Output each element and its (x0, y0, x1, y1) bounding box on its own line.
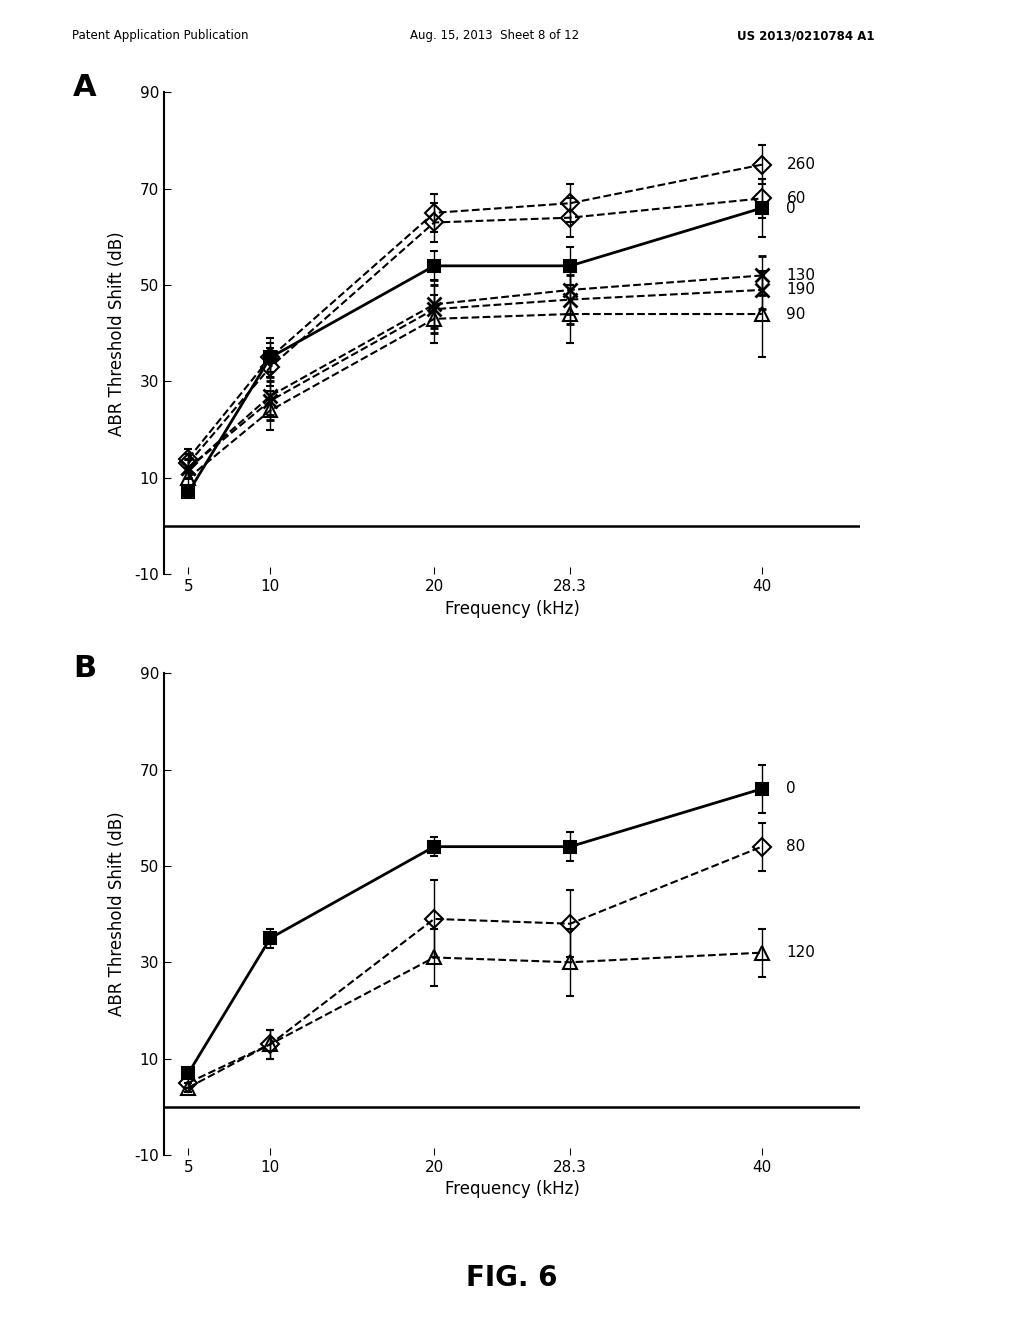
Text: US 2013/0210784 A1: US 2013/0210784 A1 (737, 29, 874, 42)
X-axis label: Frequency (kHz): Frequency (kHz) (444, 1180, 580, 1199)
Text: A: A (74, 73, 97, 102)
X-axis label: Frequency (kHz): Frequency (kHz) (444, 599, 580, 618)
Text: 260: 260 (786, 157, 815, 172)
Y-axis label: ABR Threshold Shift (dB): ABR Threshold Shift (dB) (108, 231, 126, 436)
Text: 60: 60 (786, 191, 806, 206)
Text: 0: 0 (786, 781, 796, 796)
Text: 190: 190 (786, 282, 815, 297)
Text: Aug. 15, 2013  Sheet 8 of 12: Aug. 15, 2013 Sheet 8 of 12 (410, 29, 579, 42)
Text: 80: 80 (786, 840, 806, 854)
Text: 130: 130 (786, 268, 815, 282)
Text: 120: 120 (786, 945, 815, 960)
Y-axis label: ABR Threshold Shift (dB): ABR Threshold Shift (dB) (108, 812, 126, 1016)
Text: 90: 90 (786, 306, 806, 322)
Text: FIG. 6: FIG. 6 (466, 1263, 558, 1292)
Text: B: B (74, 653, 96, 682)
Text: 0: 0 (786, 201, 796, 215)
Text: Patent Application Publication: Patent Application Publication (72, 29, 248, 42)
